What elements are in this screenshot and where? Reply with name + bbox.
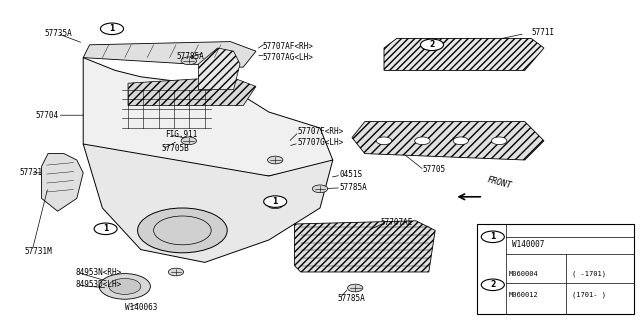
Polygon shape <box>128 77 256 106</box>
Text: A590001409: A590001409 <box>540 308 586 317</box>
Circle shape <box>99 274 150 299</box>
Text: 57731M: 57731M <box>24 247 52 256</box>
Text: 57785A: 57785A <box>339 183 367 192</box>
Text: W140007: W140007 <box>512 240 545 249</box>
Text: ( -1701): ( -1701) <box>572 270 605 277</box>
Text: FRONT: FRONT <box>486 176 513 191</box>
Polygon shape <box>198 48 240 90</box>
Text: 5771I: 5771I <box>531 28 554 36</box>
Circle shape <box>94 223 117 235</box>
Circle shape <box>268 201 283 209</box>
Circle shape <box>168 268 184 276</box>
Polygon shape <box>83 144 333 262</box>
Text: 2: 2 <box>490 280 495 289</box>
Circle shape <box>181 137 196 145</box>
Text: M060004: M060004 <box>509 271 538 276</box>
Text: 1: 1 <box>103 224 108 233</box>
Text: 57785A: 57785A <box>338 294 365 303</box>
Circle shape <box>420 39 444 51</box>
Circle shape <box>492 137 507 145</box>
Circle shape <box>348 284 363 292</box>
Bar <box>477 224 634 314</box>
Text: 57707AF<RH>: 57707AF<RH> <box>262 42 313 51</box>
Circle shape <box>264 196 287 207</box>
Text: 57705B: 57705B <box>161 144 189 153</box>
Circle shape <box>181 57 196 65</box>
Circle shape <box>268 156 283 164</box>
Polygon shape <box>384 38 544 70</box>
Text: 57735A: 57735A <box>45 29 72 38</box>
Text: 57707AG<LH>: 57707AG<LH> <box>262 53 313 62</box>
Text: 57707G<LH>: 57707G<LH> <box>298 138 344 147</box>
Text: 57731: 57731 <box>19 168 42 177</box>
Text: 57704: 57704 <box>35 111 58 120</box>
Text: 2: 2 <box>429 40 435 49</box>
Text: 57785A: 57785A <box>176 52 204 60</box>
Polygon shape <box>83 58 333 176</box>
Text: FIG.911: FIG.911 <box>165 130 198 139</box>
Text: 0451S: 0451S <box>339 170 362 179</box>
Circle shape <box>109 278 141 294</box>
Text: 57707F<RH>: 57707F<RH> <box>298 127 344 136</box>
Text: 57705: 57705 <box>422 165 445 174</box>
Circle shape <box>312 185 328 193</box>
Circle shape <box>453 137 468 145</box>
Polygon shape <box>42 154 83 211</box>
Text: M060012: M060012 <box>509 292 538 298</box>
Text: (1701- ): (1701- ) <box>572 292 605 298</box>
Circle shape <box>481 231 504 243</box>
Text: 1: 1 <box>490 232 495 241</box>
Polygon shape <box>352 122 544 160</box>
Text: 84953N<RH>: 84953N<RH> <box>76 268 122 277</box>
Circle shape <box>138 208 227 253</box>
Circle shape <box>415 137 430 145</box>
Text: 1: 1 <box>273 197 278 206</box>
Circle shape <box>481 279 504 291</box>
Text: 57707AE: 57707AE <box>381 218 413 227</box>
Text: 1: 1 <box>109 24 115 33</box>
Circle shape <box>376 137 392 145</box>
Text: 84953D<LH>: 84953D<LH> <box>76 280 122 289</box>
Text: W140063: W140063 <box>125 303 157 312</box>
Circle shape <box>100 23 124 35</box>
Polygon shape <box>294 221 435 272</box>
Polygon shape <box>83 42 256 67</box>
